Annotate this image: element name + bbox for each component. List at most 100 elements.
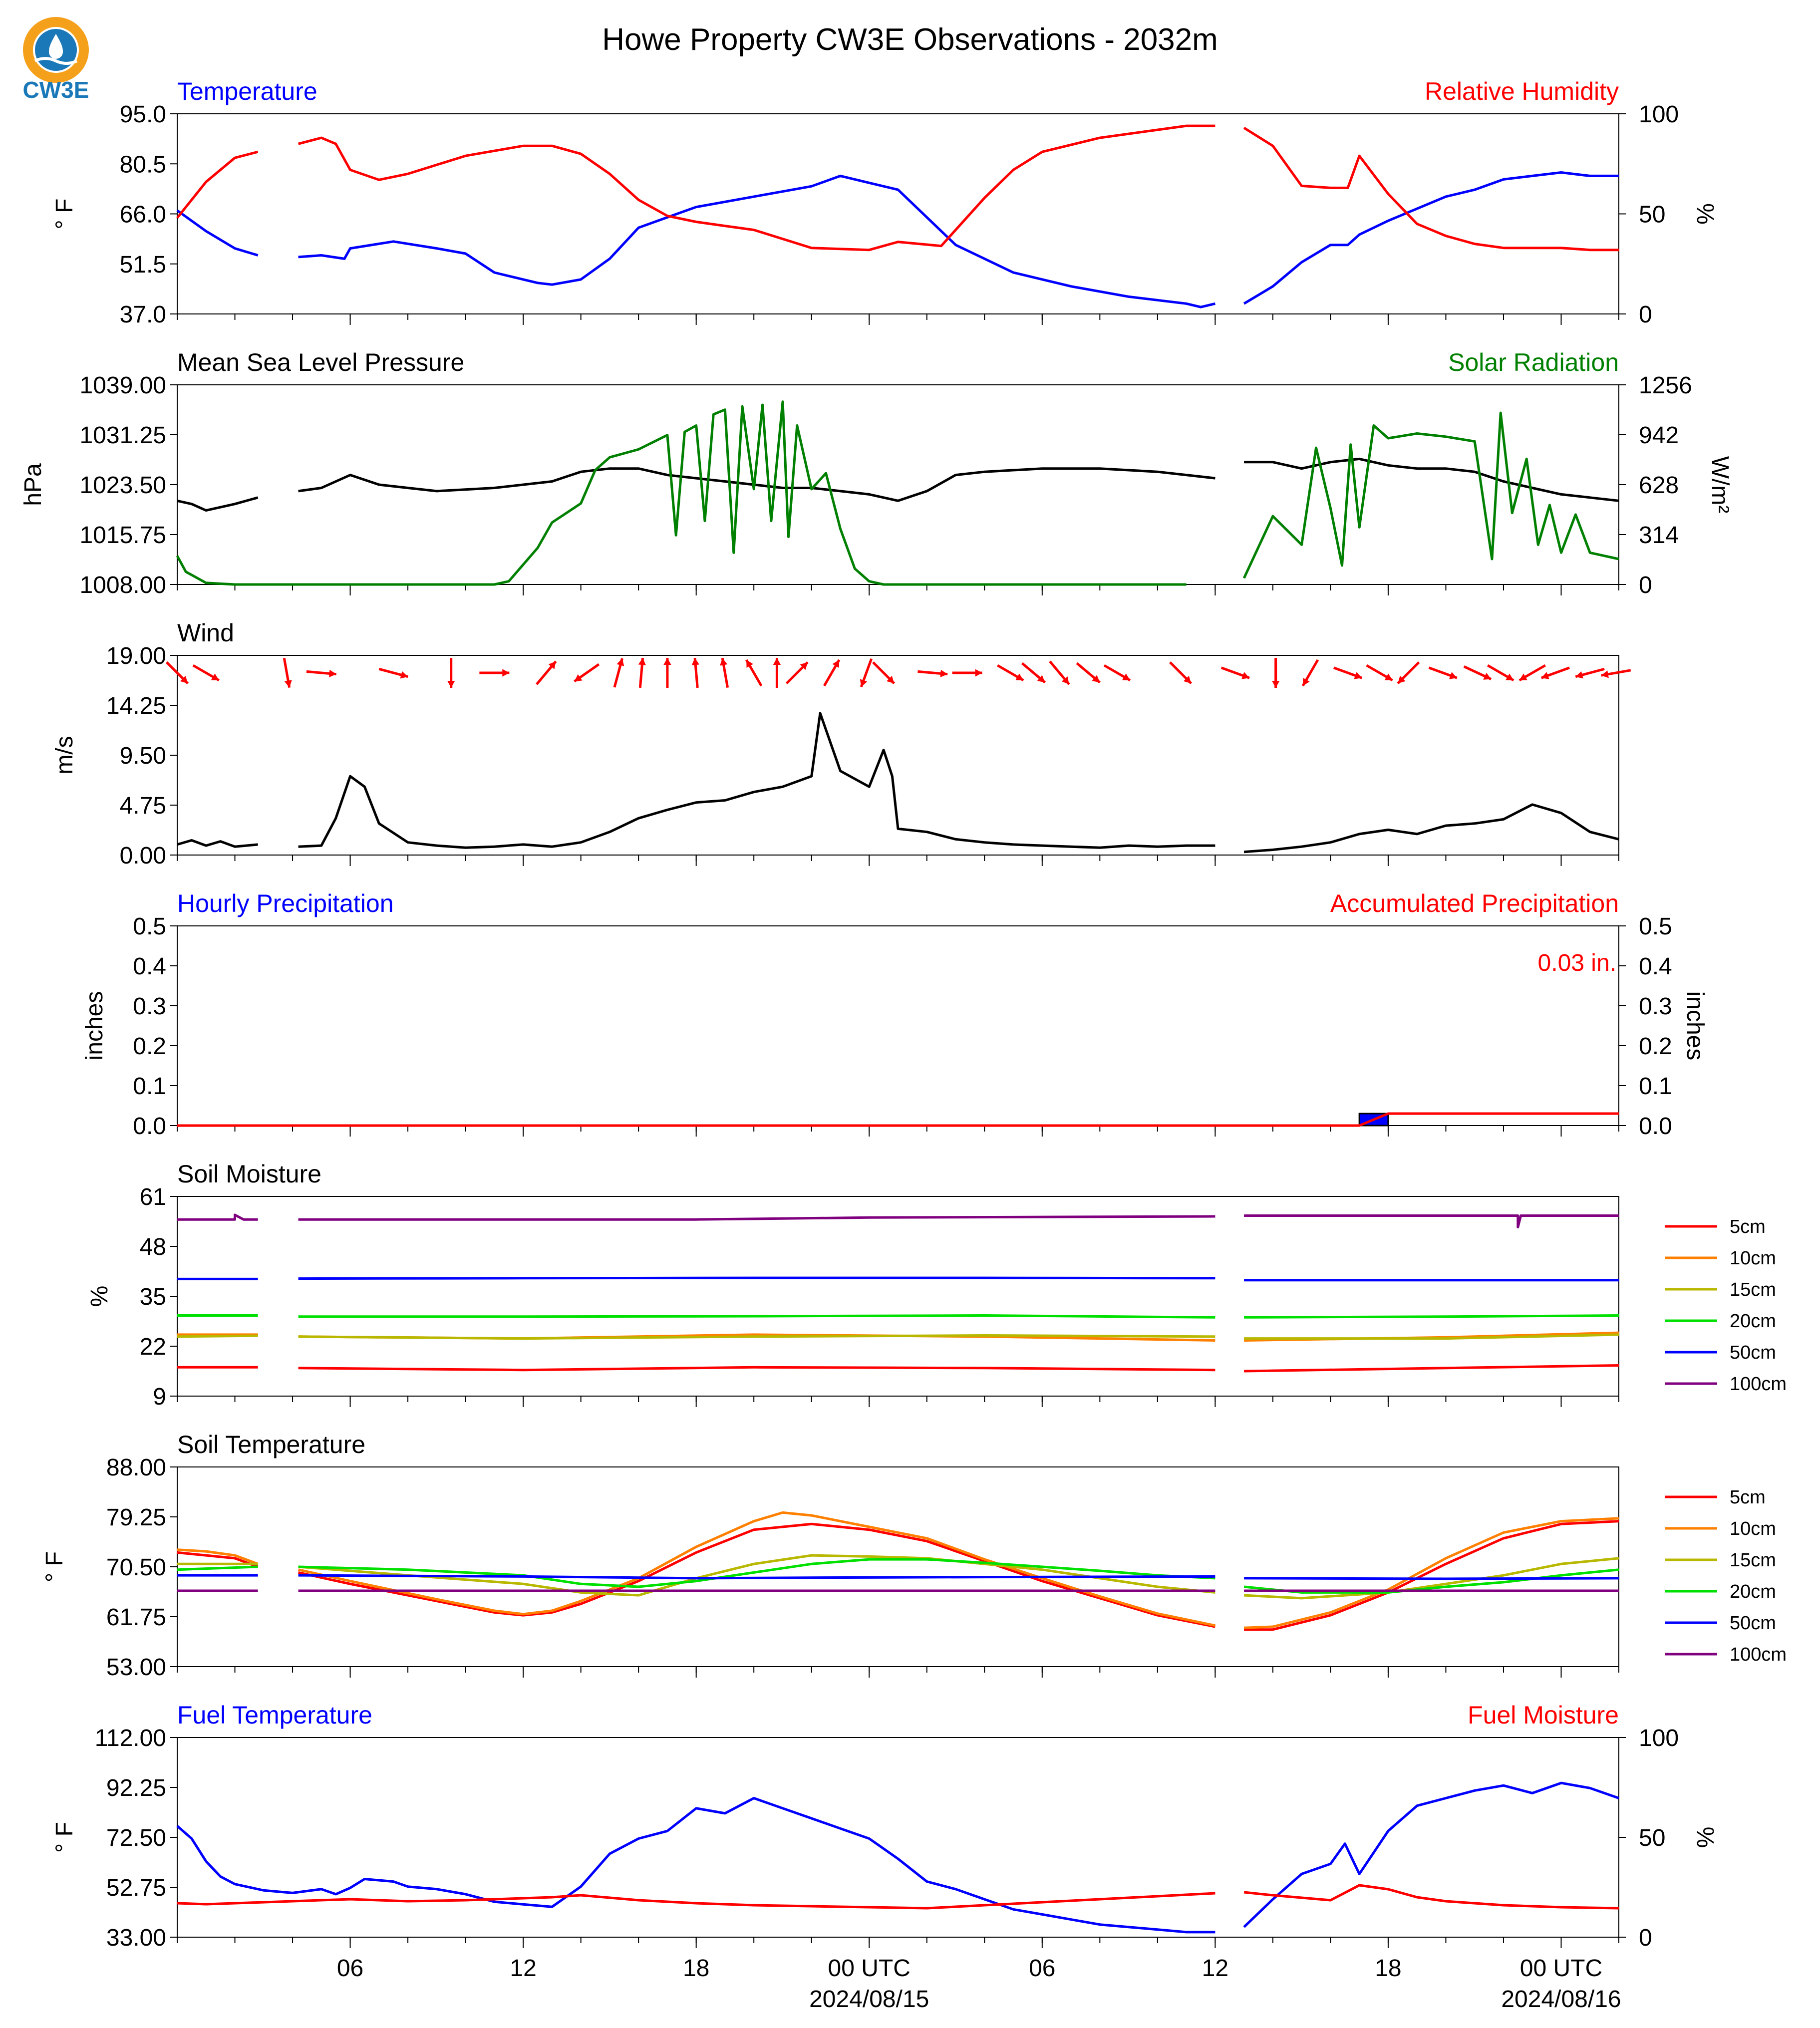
wind-arrow [479,669,510,677]
wind-arrow [997,664,1024,682]
y-axis-label: ° F [41,1551,68,1582]
x-tick-label: 00 UTC [1520,1955,1602,1982]
wind-arrow-head [1519,673,1527,680]
wind-arrow-head [1271,680,1280,688]
wind-arrow [1601,669,1631,678]
wind-arrow-head [1037,675,1045,683]
series-line-100cm [177,1213,1619,1228]
wind-arrow [1271,658,1280,688]
wind-arrow [1397,661,1420,684]
y-axis-label: % [86,1286,113,1307]
series-line-15cm [177,1333,1619,1340]
y-tick-label: 61 [140,1184,166,1210]
wind-arrow-head [447,680,455,688]
x-tick-label: 18 [683,1955,709,1982]
cw3e-logo: CW3E [23,17,89,103]
y-tick-label: 9.50 [120,743,166,769]
wind-arrow [192,664,220,682]
wind-arrow-head [1506,673,1514,680]
wind-arrow-head [860,679,868,687]
y2-tick-label: 100 [1639,101,1679,128]
wind-arrow-head [1354,672,1362,679]
y-tick-label: 52.75 [106,1875,166,1901]
wind-arrow-head [1398,675,1406,684]
wind-arrow [872,661,896,684]
y-tick-label: 61.75 [106,1604,166,1631]
series-line-50cm [177,1574,1619,1580]
y2-tick-label: 0.1 [1639,1073,1672,1100]
y-tick-label: 95.0 [120,101,166,128]
y2-tick-label: 0.0 [1639,1113,1672,1140]
y2-tick-label: 1256 [1639,372,1692,399]
series-line-20cm [177,1558,1619,1594]
y-tick-label: 0.3 [133,993,166,1020]
wind-arrow-head [616,658,624,666]
y-tick-label: 0.00 [120,843,166,869]
y2-tick-label: 314 [1639,522,1679,549]
wind-arrow [745,659,763,687]
y-tick-label: 53.00 [106,1654,166,1681]
y2-axis-label: W/m² [1707,456,1733,514]
wind-arrow [773,658,781,688]
wind-arrow-head [691,658,699,665]
wind-arrow [1366,664,1393,682]
wind-arrow [306,669,336,678]
y-tick-label: 1023.50 [79,472,166,499]
y-tick-label: 35 [140,1284,166,1310]
y2-axis-label: inches [1682,991,1708,1061]
y2-tick-label: 942 [1639,422,1679,449]
wind-arrow [1220,666,1250,679]
y2-axis-label: % [1692,203,1718,225]
wind-arrow-head [1601,670,1609,678]
wind-arrow [1103,664,1131,682]
legend-label: 10cm [1730,1248,1776,1269]
y-tick-label: 37.0 [120,301,166,328]
legend-label: 10cm [1730,1518,1776,1539]
series-line-relative-humidity [176,124,1619,252]
wind-arrow-head [1541,672,1549,679]
x-tick-date: 2024/08/16 [1501,1986,1621,2013]
legend-label: 50cm [1730,1613,1776,1634]
wind-arrow [613,658,624,688]
wind-arrow [1021,662,1046,684]
panel-title-right: Relative Humidity [1425,77,1619,105]
wind-arrow [1301,659,1319,687]
y-tick-label: 0.0 [133,1113,166,1140]
logo-drop-icon [49,34,63,59]
y2-tick-label: 0.4 [1639,953,1672,980]
wind-arrow-head [1384,673,1393,680]
series-line-wind [177,712,1619,854]
panel-title-right: Fuel Moisture [1468,1701,1619,1729]
wind-arrow [166,661,189,684]
y2-tick-label: 628 [1639,472,1679,499]
y-axis-label: hPa [20,463,46,506]
page-title: Howe Property CW3E Observations - 2032m [602,22,1218,57]
y-axis-label: m/s [51,736,78,774]
x-tick-label: 06 [337,1955,363,1982]
y-tick-label: 0.2 [133,1033,166,1060]
wind-arrow-head [638,658,646,665]
series-line-mean-sea-level-pressure [177,457,1619,512]
y-axis-label: inches [81,991,108,1061]
panel-fuel: Fuel Temperature Fuel Moisture 112.00 92.25… [51,1701,1718,1951]
y-tick-label: 0.4 [133,953,166,980]
plot-frame [177,925,1619,1126]
y-tick-label: 72.50 [106,1825,166,1851]
wind-arrow [1463,665,1492,680]
x-tick-label: 00 UTC [828,1955,910,1982]
wind-arrow [1049,660,1070,685]
wind-arrow-head [574,674,583,682]
legend-label: 15cm [1730,1279,1776,1300]
wind-arrow [283,658,292,688]
y-tick-label: 1031.25 [79,422,166,449]
wind-arrow-head [329,669,336,678]
wind-arrow [1428,666,1458,679]
wind-arrow [1076,662,1101,684]
wind-arrow-head [400,671,408,679]
series-line-50cm [177,1276,1619,1282]
y2-tick-label: 50 [1639,1825,1665,1851]
wind-arrow [447,658,455,688]
logo-text: CW3E [23,77,89,103]
wind-arrow [1487,664,1515,682]
plot-frame [177,384,1619,585]
